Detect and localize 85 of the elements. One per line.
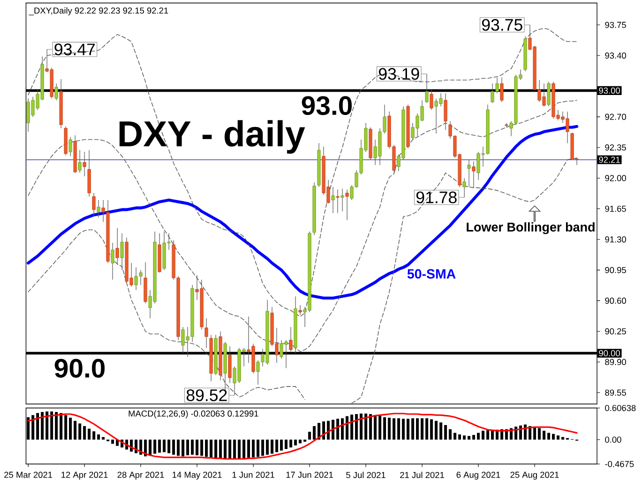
candlestick bbox=[298, 304, 302, 316]
y-tick-label: 89.90 bbox=[605, 358, 626, 366]
y-tick-label: 90.95 bbox=[605, 266, 626, 274]
annotation: 93.0 bbox=[302, 96, 352, 116]
x-tick-label: 12 Apr 2021 bbox=[62, 472, 108, 480]
y-tick-label: -0.4675 bbox=[605, 460, 634, 468]
y-tick-label: 93.40 bbox=[605, 52, 626, 59]
y-tick-label: 90.25 bbox=[605, 328, 626, 334]
y-tick-label: 90.60 bbox=[605, 298, 626, 304]
candlestick bbox=[92, 192, 96, 217]
annotation: 90.0 bbox=[54, 358, 105, 378]
candlestick bbox=[82, 152, 86, 177]
candlestick bbox=[425, 74, 428, 104]
candlestick bbox=[228, 346, 232, 384]
candlestick bbox=[87, 150, 91, 197]
series-label: 50-SMA bbox=[407, 269, 456, 279]
x-tick-label: 25 Aug 2021 bbox=[510, 472, 559, 480]
candlestick bbox=[204, 318, 208, 348]
candlestick bbox=[472, 161, 476, 188]
bar bbox=[332, 420, 334, 440]
x-tick-label: 21 Jul 2021 bbox=[400, 472, 444, 478]
ref-line-label: 92.21 bbox=[599, 156, 620, 163]
candlestick bbox=[110, 242, 114, 280]
candlestick bbox=[120, 232, 124, 270]
bar bbox=[200, 440, 204, 456]
bar bbox=[298, 440, 302, 444]
x-tick-label: 14 May 2021 bbox=[172, 472, 222, 480]
annotation: 93.47 bbox=[54, 44, 95, 56]
ref-line-label: 93.00 bbox=[599, 88, 620, 94]
candlestick bbox=[78, 150, 82, 174]
y-tick-label: 91.30 bbox=[605, 236, 626, 242]
bar bbox=[542, 430, 546, 440]
y-tick-label: 0.00 bbox=[605, 436, 622, 443]
candlestick bbox=[430, 89, 434, 110]
chart-subtitle: _DXY,Daily 92.22 92.23 92.15 92.21 bbox=[28, 7, 168, 16]
y-tick-label: 92.70 bbox=[605, 114, 626, 120]
candlestick bbox=[345, 189, 349, 220]
bar bbox=[83, 426, 86, 440]
bar bbox=[430, 419, 433, 440]
chart-title: MACD(12,26,9) -0.02063 0.12991 bbox=[128, 410, 258, 418]
candlestick bbox=[340, 188, 344, 212]
y-tick-label: 93.75 bbox=[605, 22, 626, 28]
candlestick bbox=[331, 186, 335, 214]
x-tick-label: 5 Jul 2021 bbox=[346, 472, 386, 478]
x-tick-label: 28 Apr 2021 bbox=[118, 472, 164, 480]
bar bbox=[289, 440, 292, 448]
candlestick bbox=[336, 189, 340, 214]
bar bbox=[233, 440, 236, 459]
y-tick-label: 0.60638 bbox=[605, 404, 636, 412]
annotation: 91.78 bbox=[416, 191, 457, 204]
candlestick bbox=[144, 262, 148, 304]
x-tick-label: 1 Jun 2021 bbox=[232, 472, 274, 478]
annotation: 89.52 bbox=[186, 389, 227, 402]
candlestick bbox=[462, 178, 466, 198]
bar bbox=[158, 440, 161, 453]
bar bbox=[252, 440, 255, 458]
candlestick bbox=[68, 136, 72, 157]
candlestick bbox=[96, 200, 100, 218]
legend-label: Lower Bollinger band bbox=[466, 222, 595, 234]
candlestick bbox=[500, 77, 504, 102]
text: DXY - daily bbox=[120, 120, 306, 154]
x-tick-label: 17 Jun 2021 bbox=[286, 472, 333, 478]
x-tick-label: 25 Mar 2021 bbox=[4, 472, 52, 478]
y-tick-label: 89.55 bbox=[605, 390, 626, 396]
bar bbox=[60, 413, 62, 440]
candlestick bbox=[54, 83, 58, 100]
y-tick-label: 92.35 bbox=[605, 144, 626, 151]
ref-line-label: 90.00 bbox=[599, 350, 620, 356]
y-tick-label: 91.65 bbox=[605, 206, 626, 212]
y-tick-label: 92.00 bbox=[605, 175, 626, 182]
annotation: 93.75 bbox=[482, 19, 522, 31]
x-tick-label: 6 Aug 2021 bbox=[456, 472, 500, 480]
annotation: 93.19 bbox=[378, 68, 420, 80]
candlestick bbox=[547, 82, 550, 107]
candlestick bbox=[116, 228, 119, 266]
bar bbox=[369, 414, 372, 440]
bar bbox=[294, 440, 297, 446]
bar bbox=[308, 432, 311, 440]
bar bbox=[196, 440, 198, 456]
bar bbox=[448, 429, 452, 440]
bar bbox=[406, 418, 410, 440]
bar bbox=[261, 440, 264, 456]
bar bbox=[256, 440, 260, 457]
bar bbox=[176, 440, 180, 456]
bar bbox=[468, 436, 470, 440]
